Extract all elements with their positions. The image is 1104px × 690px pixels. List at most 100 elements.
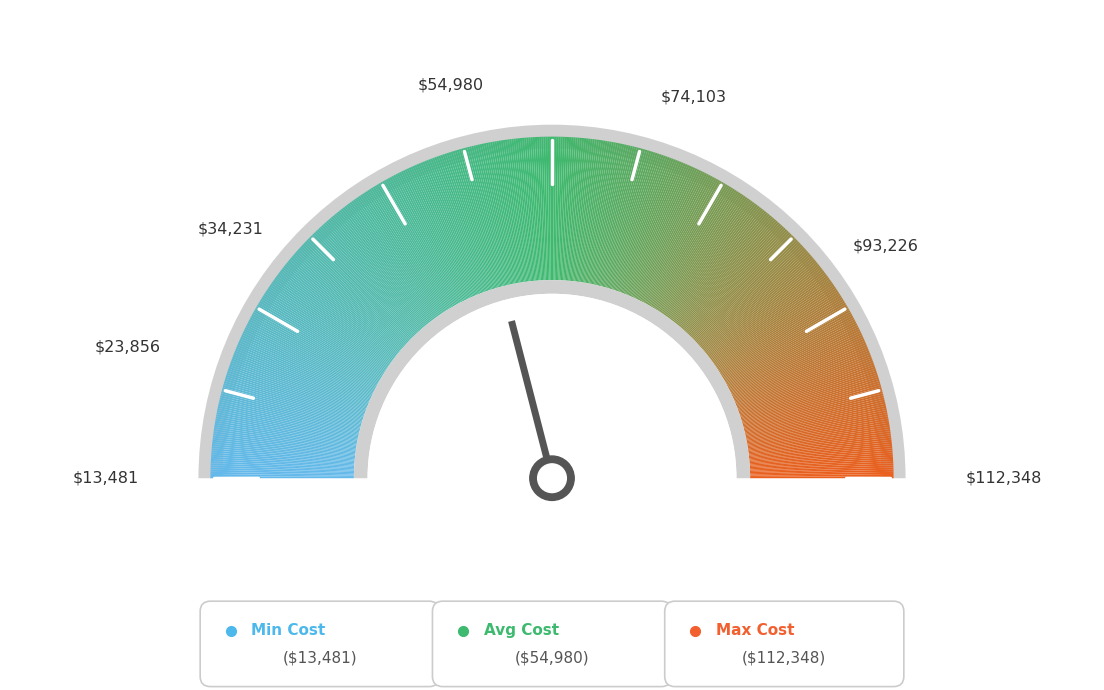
- Wedge shape: [750, 444, 892, 460]
- Wedge shape: [384, 180, 456, 306]
- Wedge shape: [335, 214, 426, 326]
- Wedge shape: [746, 410, 888, 440]
- Wedge shape: [354, 198, 438, 317]
- Wedge shape: [611, 152, 656, 289]
- Wedge shape: [422, 161, 478, 295]
- Wedge shape: [213, 437, 355, 456]
- Wedge shape: [750, 468, 893, 473]
- Wedge shape: [747, 420, 889, 446]
- Wedge shape: [724, 310, 850, 382]
- Wedge shape: [631, 166, 691, 297]
- Wedge shape: [211, 463, 354, 471]
- Wedge shape: [679, 217, 773, 327]
- Text: $23,856: $23,856: [95, 339, 161, 354]
- Wedge shape: [686, 226, 784, 333]
- Wedge shape: [749, 440, 892, 457]
- Wedge shape: [296, 250, 404, 347]
- Wedge shape: [225, 377, 363, 421]
- Wedge shape: [279, 270, 395, 359]
- Wedge shape: [711, 274, 827, 361]
- Wedge shape: [745, 406, 887, 437]
- Wedge shape: [421, 162, 477, 295]
- Wedge shape: [573, 139, 591, 282]
- Wedge shape: [476, 145, 509, 285]
- Wedge shape: [237, 344, 370, 402]
- Wedge shape: [290, 257, 401, 351]
- Wedge shape: [236, 346, 369, 403]
- Wedge shape: [278, 273, 394, 359]
- Wedge shape: [336, 213, 427, 325]
- Text: $13,481: $13,481: [73, 471, 139, 486]
- Wedge shape: [744, 393, 883, 430]
- Wedge shape: [277, 274, 393, 361]
- Wedge shape: [351, 201, 436, 318]
- Wedge shape: [590, 143, 618, 284]
- Wedge shape: [341, 208, 431, 322]
- Wedge shape: [750, 474, 893, 477]
- Wedge shape: [211, 453, 354, 464]
- Wedge shape: [221, 391, 360, 429]
- Wedge shape: [739, 362, 874, 413]
- Text: $112,348: $112,348: [965, 471, 1042, 486]
- Wedge shape: [243, 331, 373, 394]
- Wedge shape: [746, 414, 888, 442]
- Wedge shape: [211, 457, 354, 467]
- Wedge shape: [571, 138, 586, 281]
- Wedge shape: [469, 146, 506, 286]
- Wedge shape: [603, 148, 641, 287]
- Wedge shape: [232, 359, 367, 410]
- Wedge shape: [598, 146, 635, 286]
- Wedge shape: [746, 412, 888, 441]
- Wedge shape: [696, 243, 802, 343]
- Wedge shape: [562, 137, 571, 280]
- Wedge shape: [584, 141, 609, 283]
- Wedge shape: [669, 203, 756, 319]
- Wedge shape: [455, 150, 497, 288]
- Wedge shape: [672, 207, 762, 322]
- Wedge shape: [634, 168, 696, 299]
- Circle shape: [538, 464, 566, 493]
- Wedge shape: [636, 169, 699, 299]
- Wedge shape: [374, 186, 450, 309]
- Wedge shape: [232, 357, 367, 408]
- Wedge shape: [728, 322, 857, 388]
- Wedge shape: [365, 191, 445, 313]
- Wedge shape: [650, 182, 724, 307]
- Wedge shape: [241, 337, 372, 397]
- Wedge shape: [747, 423, 890, 447]
- Wedge shape: [749, 437, 891, 456]
- Wedge shape: [484, 143, 513, 284]
- Circle shape: [530, 456, 574, 500]
- Wedge shape: [256, 306, 381, 380]
- Wedge shape: [219, 402, 359, 435]
- Wedge shape: [230, 364, 365, 413]
- Wedge shape: [660, 192, 741, 313]
- Wedge shape: [722, 302, 846, 377]
- Wedge shape: [701, 253, 809, 348]
- Wedge shape: [671, 206, 760, 321]
- Wedge shape: [457, 150, 498, 288]
- Wedge shape: [703, 257, 814, 351]
- Wedge shape: [561, 137, 570, 280]
- Wedge shape: [358, 196, 440, 315]
- Wedge shape: [608, 151, 651, 288]
- Wedge shape: [348, 203, 435, 319]
- Wedge shape: [245, 327, 374, 392]
- Wedge shape: [704, 261, 817, 353]
- Wedge shape: [709, 270, 825, 359]
- Wedge shape: [217, 408, 358, 439]
- Wedge shape: [229, 366, 364, 415]
- Wedge shape: [257, 304, 382, 378]
- Wedge shape: [737, 360, 873, 411]
- Wedge shape: [688, 229, 787, 335]
- Wedge shape: [722, 304, 847, 378]
- Wedge shape: [743, 385, 881, 425]
- Wedge shape: [601, 147, 637, 286]
- Wedge shape: [665, 197, 747, 316]
- Wedge shape: [670, 204, 758, 320]
- Wedge shape: [272, 281, 391, 365]
- Wedge shape: [555, 137, 561, 280]
- Wedge shape: [690, 234, 792, 337]
- Wedge shape: [344, 206, 433, 321]
- Wedge shape: [655, 186, 731, 310]
